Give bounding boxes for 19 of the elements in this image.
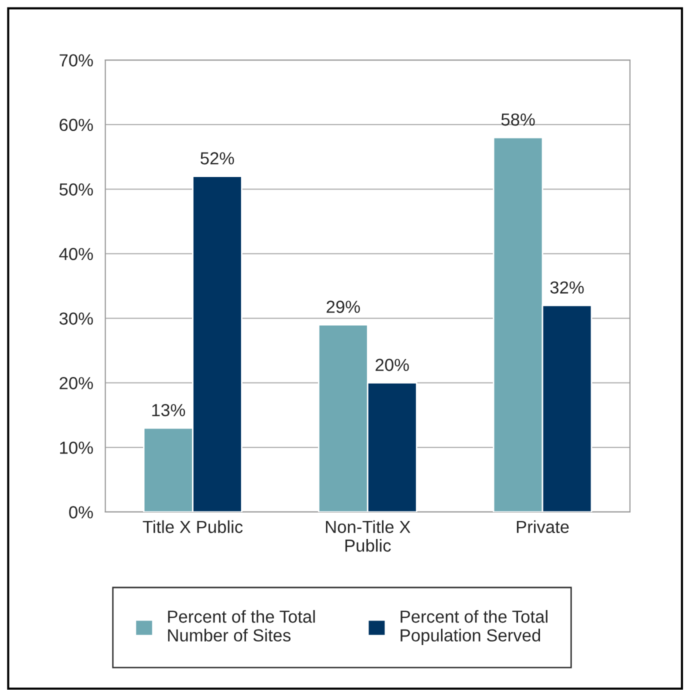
legend-label: Percent of the Total Number of Sites [168,610,315,642]
y-tick-label: 0% [69,506,93,518]
data-label: 58% [501,113,535,126]
data-label: 29% [326,300,360,313]
y-tick-label: 30% [59,312,93,325]
data-label: 32% [550,281,584,294]
y-tick-label: 20% [60,377,93,390]
x-tick-label: Private [516,520,569,534]
y-tick-label: 10% [60,442,93,454]
y-tick-label: 60% [60,118,93,132]
data-label: 20% [376,358,409,372]
x-tick-label: Title X Public [142,520,243,534]
data-label: 52% [200,152,234,164]
x-tick-label: Non-Title X Public [326,520,410,552]
data-label: 13% [152,404,186,416]
legend-label: Percent of the Total Population Served [400,610,548,645]
y-tick-label: 70% [60,54,93,66]
y-tick-label: 40% [59,248,93,260]
y-tick-label: 50% [59,183,93,196]
